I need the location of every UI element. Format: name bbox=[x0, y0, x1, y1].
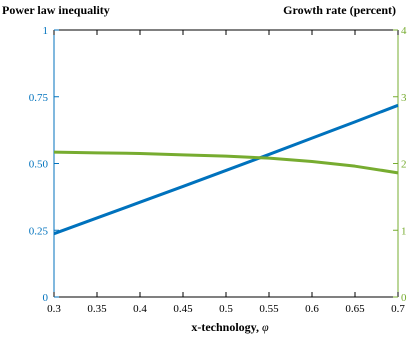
x-tick-label: 0.45 bbox=[173, 303, 193, 315]
x-axis-title-text: x-technology, bbox=[191, 320, 262, 334]
left-y-tick-label: 0.50 bbox=[29, 159, 49, 171]
x-axis-title: x-technology, φ bbox=[191, 320, 269, 334]
left-axis-title: Power law inequality bbox=[2, 3, 110, 17]
x-tick-label: 0.65 bbox=[345, 303, 365, 315]
x-tick-label: 0.3 bbox=[47, 303, 61, 315]
plot-area: 0.3 0.35 0.4 0.45 0.5 0.55 0.6 0.65 0.700.250.50… bbox=[29, 25, 407, 315]
x-tick-label: 0.55 bbox=[259, 303, 279, 315]
right-y-tick-label: 3 bbox=[401, 92, 407, 104]
right-y-tick-label: 4 bbox=[401, 25, 407, 37]
x-axis-title-symbol: φ bbox=[262, 320, 269, 334]
growth-rate-line bbox=[53, 150, 399, 175]
x-tick-label: 0.4 bbox=[133, 303, 147, 315]
right-axis-title: Growth rate (percent) bbox=[283, 3, 396, 17]
right-y-tick-label: 0 bbox=[401, 292, 407, 304]
x-tick-label: 0.7 bbox=[391, 303, 405, 315]
left-y-tick-label: 1 bbox=[43, 25, 49, 37]
left-y-tick-label: 0.75 bbox=[29, 92, 49, 104]
right-y-tick-label: 2 bbox=[401, 159, 407, 171]
left-y-tick-label: 0 bbox=[43, 292, 49, 304]
x-tick-label: 0.35 bbox=[87, 303, 107, 315]
left-y-tick-label: 0.25 bbox=[29, 225, 49, 237]
inequality-line bbox=[53, 103, 399, 236]
right-y-tick-label: 1 bbox=[401, 225, 407, 237]
x-tick-label: 0.6 bbox=[305, 303, 319, 315]
x-tick-label: 0.5 bbox=[219, 303, 233, 315]
